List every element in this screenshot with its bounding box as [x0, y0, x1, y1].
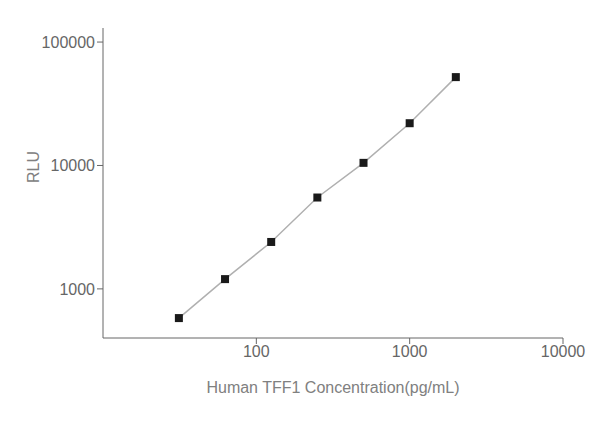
svg-text:1000: 1000 — [59, 281, 95, 298]
svg-text:RLU: RLU — [25, 151, 42, 183]
svg-text:100000: 100000 — [42, 34, 95, 51]
svg-text:100: 100 — [243, 343, 270, 360]
svg-text:10000: 10000 — [51, 157, 96, 174]
svg-text:1000: 1000 — [392, 343, 428, 360]
svg-text:10000: 10000 — [541, 343, 586, 360]
svg-text:Human TFF1 Concentration(pg/mL: Human TFF1 Concentration(pg/mL) — [206, 379, 459, 396]
